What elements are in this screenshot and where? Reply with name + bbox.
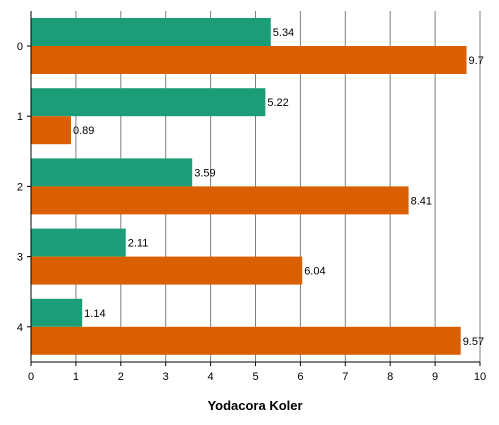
data-label-series0-cat2: 3.59 [194,167,215,179]
x-tick-label-2: 2 [118,371,124,383]
bar-series0-cat1 [31,88,265,116]
y-tick-label-0: 0 [17,41,23,53]
data-label-series0-cat3: 2.11 [128,238,149,250]
x-tick-label-1: 1 [73,371,79,383]
x-tick-label-9: 9 [432,371,438,383]
data-label-series1-cat0: 9.7 [469,55,484,67]
bar-series0-cat2 [31,158,192,186]
x-tick-label-8: 8 [387,371,393,383]
x-axis-title: Yodacora Koler [207,398,302,413]
data-label-series1-cat1: 0.89 [73,125,94,137]
bar-series0-cat3 [31,229,126,257]
x-tick-label-0: 0 [28,371,34,383]
x-tick-label-10: 10 [474,371,486,383]
bar-series1-cat4 [31,327,461,355]
x-tick-label-7: 7 [342,371,348,383]
bar-series1-cat0 [31,46,467,74]
data-label-series1-cat3: 6.04 [304,266,325,278]
x-tick-label-5: 5 [252,371,258,383]
data-label-series1-cat2: 8.41 [411,195,432,207]
y-tick-label-2: 2 [17,181,23,193]
data-label-series0-cat4: 1.14 [84,308,105,320]
y-tick-label-1: 1 [17,111,23,123]
data-label-series0-cat1: 5.22 [267,97,288,109]
bar-series0-cat0 [31,18,271,46]
bar-series1-cat3 [31,257,302,285]
x-tick-label-4: 4 [208,371,214,383]
bar-series1-cat2 [31,186,409,214]
data-label-series1-cat4: 9.57 [463,336,484,348]
x-tick-label-3: 3 [163,371,169,383]
x-tick-label-6: 6 [297,371,303,383]
y-tick-label-3: 3 [17,252,23,264]
bar-series1-cat1 [31,116,71,144]
bars [31,18,467,355]
y-tick-label-4: 4 [17,322,23,334]
bar-series0-cat4 [31,299,82,327]
data-label-series0-cat0: 5.34 [273,27,294,39]
